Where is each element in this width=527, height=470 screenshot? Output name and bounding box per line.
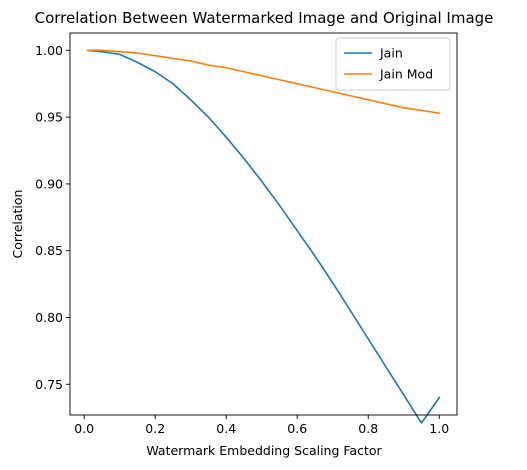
x-tick-label: 0.0 xyxy=(74,421,94,436)
y-axis: 0.75 0.80 0.85 0.90 0.95 1.00 xyxy=(35,43,70,392)
plot-area xyxy=(70,33,457,415)
x-tick-label: 1.0 xyxy=(429,421,449,436)
plot-frame xyxy=(69,32,458,416)
legend-box xyxy=(335,37,451,91)
legend-label: Jain xyxy=(379,46,403,61)
y-tick-label: 0.75 xyxy=(35,377,63,392)
y-tick-label: 0.80 xyxy=(35,310,63,325)
series-layer xyxy=(86,49,441,424)
legend-label: Jain Mod xyxy=(379,67,433,82)
x-tick-label: 0.8 xyxy=(358,421,378,436)
y-tick-label: 0.90 xyxy=(35,176,63,191)
x-tick-label: 0.4 xyxy=(216,421,236,436)
y-axis-label: Correlation xyxy=(10,190,25,259)
legend: Jain Jain Mod xyxy=(335,37,451,91)
x-axis-label: Watermark Embedding Scaling Factor xyxy=(146,443,382,458)
chart-title: Correlation Between Watermarked Image an… xyxy=(35,9,494,27)
y-tick-label: 1.00 xyxy=(35,43,63,58)
y-tick-label: 0.95 xyxy=(35,110,63,125)
series-line-1 xyxy=(86,49,441,115)
x-axis: 0.0 0.2 0.4 0.6 0.8 1.0 xyxy=(74,415,449,436)
x-tick-label: 0.2 xyxy=(145,421,165,436)
y-tick-label: 0.85 xyxy=(35,243,63,258)
series-line-0 xyxy=(86,49,441,424)
x-tick-label: 0.6 xyxy=(287,421,307,436)
